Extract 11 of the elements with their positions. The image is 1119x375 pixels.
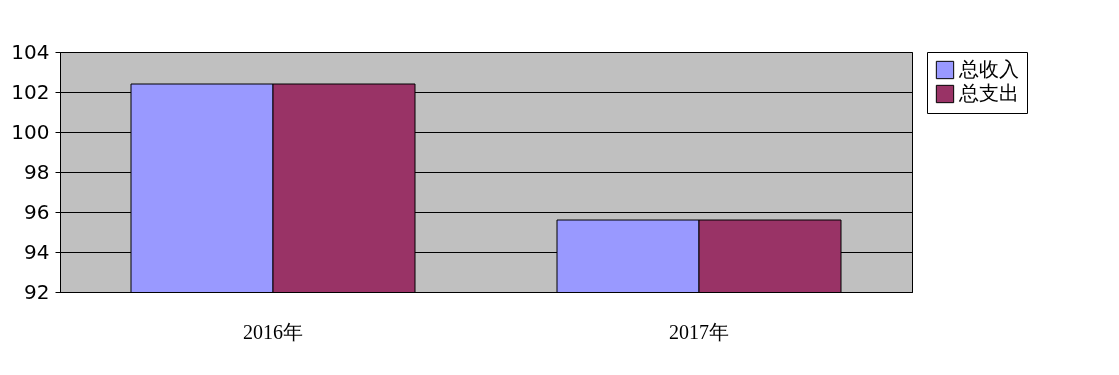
y-tick-label: 92: [24, 279, 50, 304]
y-tick-label: 104: [11, 39, 50, 64]
y-tick-label: 94: [24, 239, 50, 264]
y-tick-label: 96: [24, 199, 50, 224]
y-tick-label: 100: [11, 119, 50, 144]
legend-label: 总支出: [958, 81, 1019, 105]
x-tick-label: 2017年: [669, 320, 729, 343]
y-tick-label: 102: [11, 79, 50, 104]
x-tick-label: 2016年: [243, 320, 303, 343]
y-tick-label: 98: [24, 159, 50, 184]
legend-label: 总收入: [958, 57, 1019, 81]
